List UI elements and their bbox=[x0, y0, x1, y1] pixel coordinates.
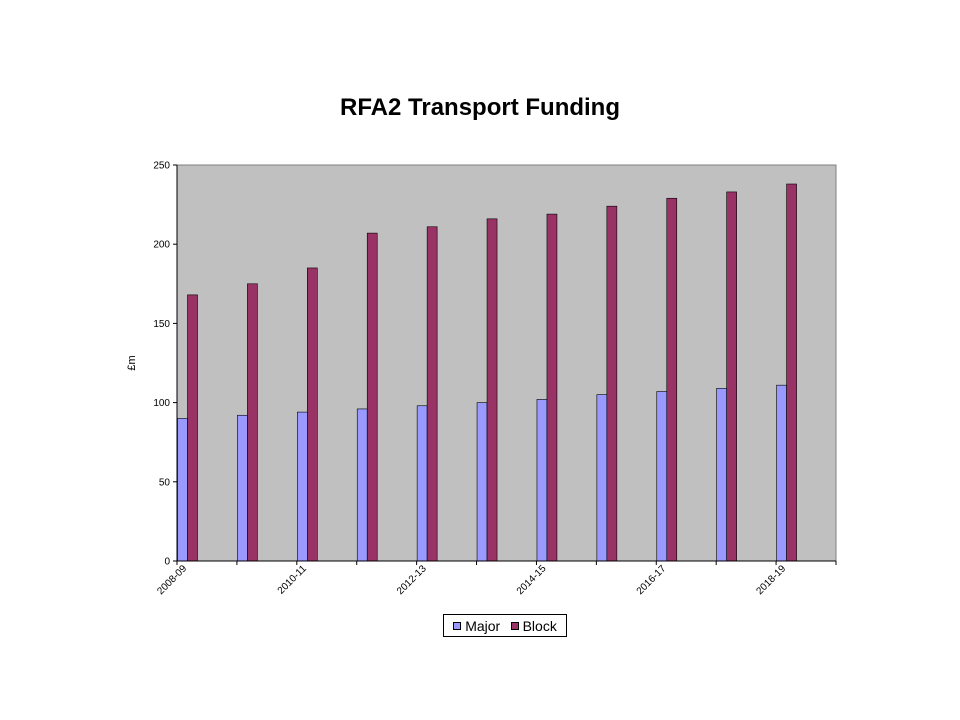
bar-block-2010-11 bbox=[307, 267, 318, 562]
legend-item-block: Block bbox=[510, 617, 557, 634]
x-ticks-group: 2008-09 2010-11 2012-13 2014-15 2016-17 2018-… bbox=[155, 561, 837, 597]
bar-major-2013-14 bbox=[476, 402, 488, 562]
y-axis-title: £m bbox=[126, 355, 138, 370]
bar-block-2008-09 bbox=[187, 294, 198, 562]
bar-major-2009-10 bbox=[237, 414, 248, 562]
bar-block-2018-19 bbox=[786, 183, 797, 562]
y-tick-label: 200 bbox=[153, 240, 170, 251]
bar-major-2010-11 bbox=[297, 411, 308, 562]
chart-title: RFA2 Transport Funding bbox=[340, 94, 620, 121]
legend-label-block: Block bbox=[522, 617, 557, 634]
bar-block-2017-18 bbox=[726, 191, 737, 562]
x-tick-label: 2010-11 bbox=[276, 563, 310, 597]
bar-block-2013-14 bbox=[486, 218, 498, 562]
x-tick-label: 2016-17 bbox=[635, 563, 669, 597]
y-tick-label: 100 bbox=[153, 398, 170, 409]
bar-major-2014-15 bbox=[536, 399, 548, 562]
bar-block-2009-10 bbox=[247, 283, 258, 562]
y-tick-label: 0 bbox=[164, 557, 170, 568]
bar-block-2012-13 bbox=[426, 226, 438, 562]
bar-major-2011-12 bbox=[356, 408, 368, 562]
legend-item-major: Major bbox=[453, 618, 500, 634]
legend-swatch-major bbox=[453, 621, 462, 630]
y-ticks-group: 0 50 100 150 200 250 bbox=[153, 161, 177, 568]
legend: Major Block bbox=[443, 614, 567, 637]
y-tick-label: 150 bbox=[153, 319, 170, 330]
bar-block-2011-12 bbox=[366, 232, 378, 562]
bar-major-2017-18 bbox=[716, 388, 727, 562]
y-tick-label: 50 bbox=[159, 477, 171, 488]
x-tick-label: 2012-13 bbox=[395, 563, 429, 597]
bar-major-2008-09 bbox=[177, 418, 188, 562]
bar-block-2016-17 bbox=[666, 197, 678, 562]
y-tick-label: 250 bbox=[153, 161, 170, 172]
bar-major-2018-19 bbox=[776, 384, 787, 562]
x-tick-label: 2014-15 bbox=[515, 563, 549, 597]
plot-area bbox=[176, 164, 837, 562]
bar-major-2016-17 bbox=[656, 391, 668, 562]
bar-block-2014-15 bbox=[546, 213, 558, 562]
bar-block-2015-16 bbox=[606, 205, 618, 562]
legend-label-major: Major bbox=[465, 617, 501, 634]
bar-major-2012-13 bbox=[416, 405, 428, 562]
bar-major-2015-16 bbox=[596, 394, 608, 562]
x-tick-label: 2018-19 bbox=[754, 563, 788, 597]
x-tick-label: 2008-09 bbox=[155, 563, 189, 597]
legend-swatch-block bbox=[510, 621, 519, 630]
